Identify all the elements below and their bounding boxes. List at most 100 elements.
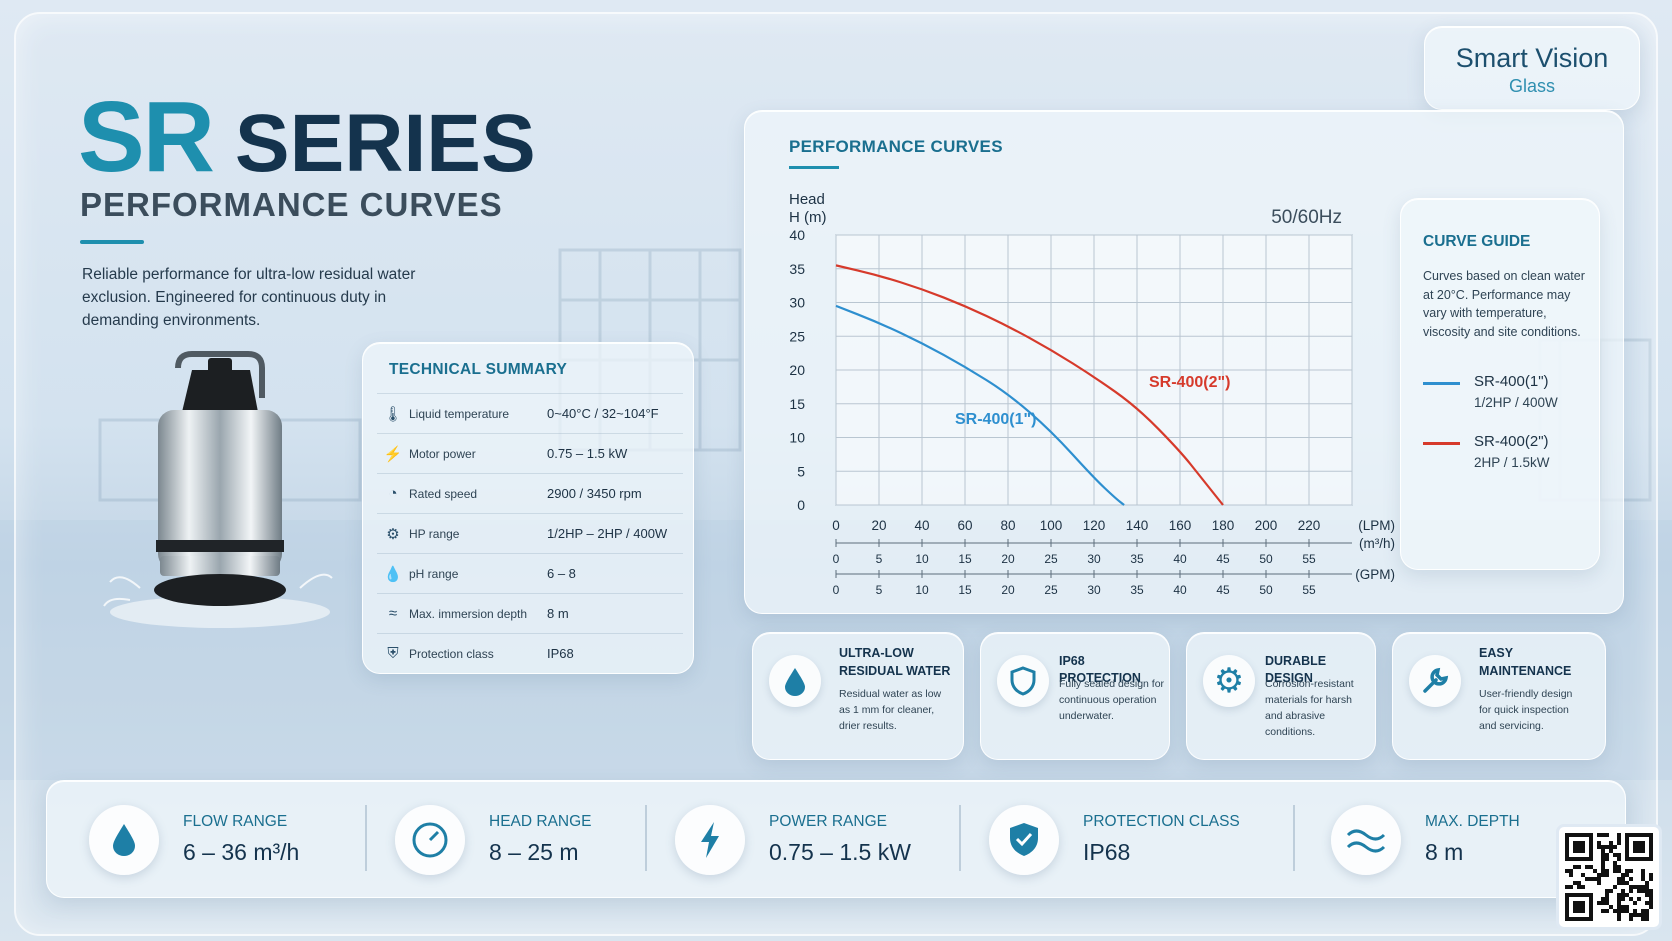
- divider: [365, 805, 367, 871]
- secondary-tick-label: 35: [1130, 583, 1144, 597]
- x-tick-label: 180: [1212, 518, 1235, 533]
- secondary-tick-label: 20: [1001, 552, 1015, 566]
- y-tick-label: 0: [797, 497, 805, 513]
- secondary-tick-label: 30: [1087, 583, 1101, 597]
- qr-module: [1573, 865, 1577, 869]
- tech-row: ≈ Max. immersion depth 8 m: [377, 593, 683, 633]
- qr-module: [1629, 917, 1633, 921]
- feature-desc: underwater.: [1059, 710, 1114, 722]
- tech-label: pH range: [409, 566, 459, 581]
- y-axis-label-2: H (m): [789, 209, 827, 226]
- qr-module: [1601, 865, 1605, 869]
- qr-module: [1577, 881, 1581, 885]
- feature-desc: and servicing.: [1479, 720, 1544, 732]
- qr-module: [1609, 845, 1613, 849]
- qr-module: [1613, 845, 1617, 849]
- tech-label: Liquid temperature: [409, 406, 510, 421]
- tech-value: 8 m: [547, 606, 569, 621]
- series-label: SR-400(1"): [955, 411, 1036, 428]
- qr-module: [1645, 889, 1649, 893]
- legend-spec: 1/2HP / 400W: [1474, 395, 1558, 410]
- wrench-icon: [1409, 655, 1461, 707]
- droplet-icon: [769, 655, 821, 707]
- qr-module: [1601, 909, 1605, 913]
- stat-label: HEAD RANGE: [489, 813, 592, 830]
- feature-title: MAINTENANCE: [1479, 664, 1572, 678]
- feature-card-ip68: IP68 PROTECTION Fully sealed design for …: [980, 632, 1170, 760]
- feature-card-residual-water: ULTRA-LOW RESIDUAL WATER Residual water …: [752, 632, 964, 760]
- qr-module: [1609, 889, 1613, 893]
- qr-code[interactable]: [1556, 824, 1662, 930]
- title-underline: [80, 240, 144, 244]
- qr-module: [1633, 885, 1637, 889]
- qr-finder: [1573, 901, 1585, 913]
- qr-module: [1569, 873, 1573, 877]
- qr-module: [1617, 853, 1621, 857]
- secondary-tick-label: 15: [958, 583, 972, 597]
- droplet-icon: [89, 805, 159, 875]
- feature-desc: User-friendly design: [1479, 688, 1573, 700]
- y-tick-label: 5: [797, 463, 805, 479]
- qr-module: [1637, 913, 1641, 917]
- qr-module: [1641, 873, 1645, 877]
- intro-text: Reliable performance for ultra-low resid…: [82, 266, 416, 329]
- feature-desc: Residual water as low: [839, 688, 942, 700]
- qr-module: [1601, 869, 1605, 873]
- series-label: SR-400(2"): [1149, 374, 1230, 391]
- x-tick-label: 200: [1255, 518, 1278, 533]
- qr-module: [1601, 849, 1605, 853]
- chart-panel-title: PERFORMANCE CURVES: [789, 137, 1003, 156]
- qr-module: [1597, 873, 1601, 877]
- shield-icon: ⛨: [387, 645, 399, 662]
- qr-module: [1605, 869, 1609, 873]
- qr-module: [1621, 893, 1625, 897]
- qr-module: [1617, 901, 1621, 905]
- qr-module: [1585, 865, 1589, 869]
- qr-module: [1641, 917, 1645, 921]
- x-tick-label: 100: [1040, 518, 1063, 533]
- qr-module: [1597, 881, 1601, 885]
- y-axis-label-1: Head: [789, 191, 825, 208]
- curve-guide-card: CURVE GUIDE Curves based on clean water …: [1400, 198, 1600, 570]
- qr-module: [1629, 913, 1633, 917]
- secondary-tick-label: 10: [915, 583, 929, 597]
- qr-module: [1625, 869, 1629, 873]
- brand-sub: Glass: [1508, 76, 1555, 96]
- y-tick-label: 10: [789, 430, 805, 446]
- wave-icon: ≈: [388, 605, 398, 622]
- tech-value: 0.75 – 1.5 kW: [547, 446, 628, 461]
- legend-name: SR-400(1"): [1474, 373, 1549, 390]
- feature-title: RESIDUAL WATER: [839, 664, 951, 678]
- droplet-icon: 💧: [383, 565, 403, 583]
- pump-image: [103, 351, 333, 628]
- legend-name: SR-400(2"): [1474, 433, 1549, 450]
- gauge-icon: [395, 805, 465, 875]
- qr-finder: [1573, 841, 1585, 853]
- qr-module: [1617, 913, 1621, 917]
- qr-module: [1617, 869, 1621, 873]
- stat-value: 8 m: [1425, 839, 1464, 865]
- brand-badge: Smart Vision Glass: [1424, 26, 1640, 110]
- qr-module: [1641, 885, 1645, 889]
- qr-module: [1621, 909, 1625, 913]
- qr-module: [1581, 885, 1585, 889]
- qr-module: [1605, 853, 1609, 857]
- stat-label: POWER RANGE: [769, 813, 887, 830]
- qr-module: [1641, 869, 1645, 873]
- shield-icon: [997, 655, 1049, 707]
- qr-module: [1617, 905, 1621, 909]
- x-tick-label: 40: [914, 518, 929, 533]
- secondary-tick-label: 0: [833, 552, 840, 566]
- qr-module: [1633, 913, 1637, 917]
- tech-value: IP68: [547, 646, 574, 661]
- qr-module: [1617, 841, 1621, 845]
- y-tick-label: 25: [789, 328, 805, 344]
- qr-module: [1621, 881, 1625, 885]
- x-tick-label: 60: [957, 518, 972, 533]
- qr-module: [1645, 917, 1649, 921]
- qr-module: [1609, 841, 1613, 845]
- qr-module: [1645, 913, 1649, 917]
- qr-module: [1629, 885, 1633, 889]
- qr-module: [1613, 909, 1617, 913]
- x-tick-label: 140: [1126, 518, 1149, 533]
